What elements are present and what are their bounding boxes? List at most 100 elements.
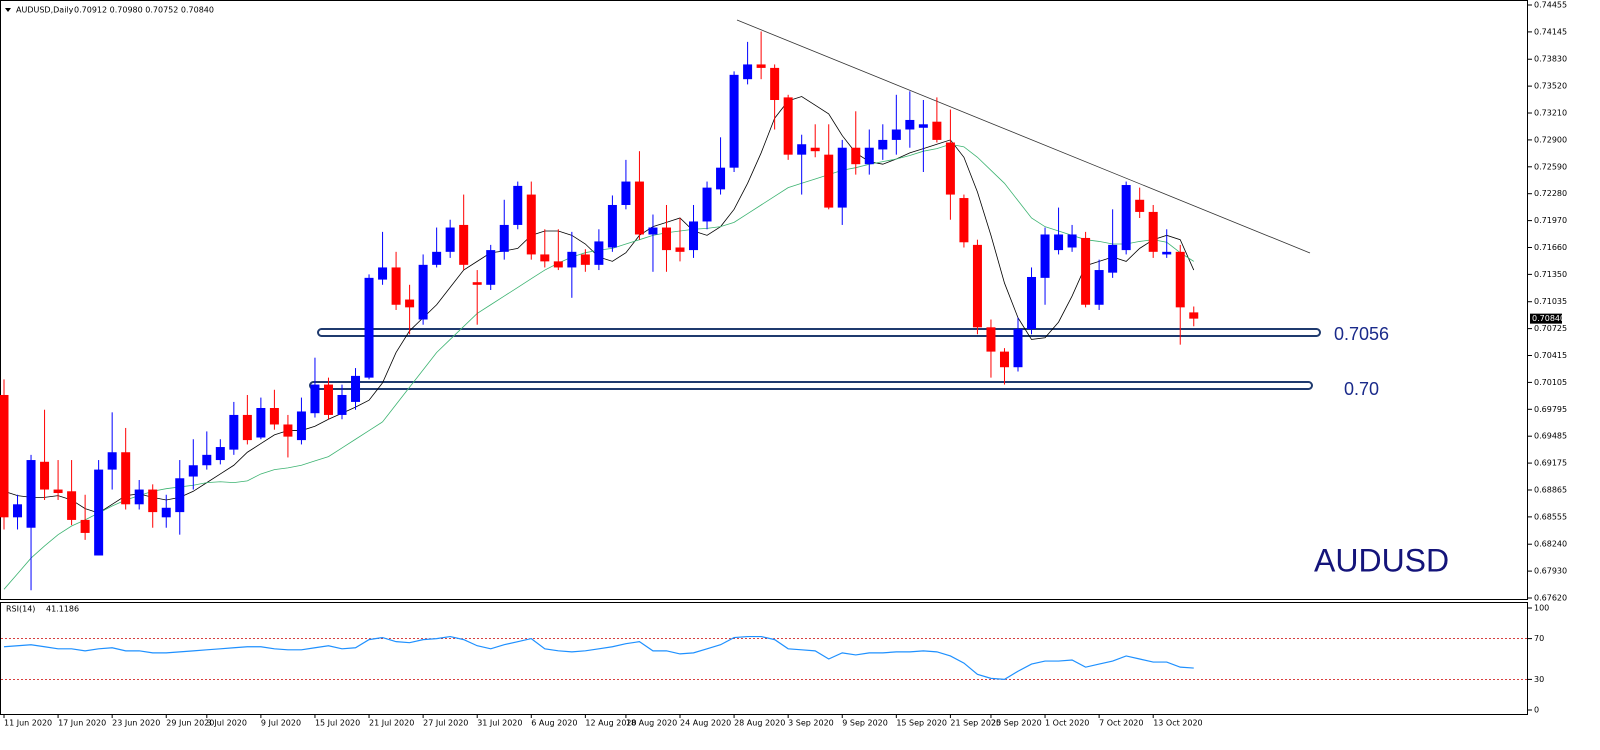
y-tick-label: 0.70725 <box>1534 324 1567 333</box>
candle-body <box>242 414 252 441</box>
candle-body <box>134 489 144 505</box>
candle-body <box>648 227 658 235</box>
candle-body <box>851 147 861 165</box>
candle-body <box>445 227 455 252</box>
candle-body <box>837 147 847 208</box>
x-tick-label: 11 Jun 2020 <box>4 719 52 728</box>
support-zone <box>317 328 1321 337</box>
candle-body <box>351 375 361 402</box>
x-tick-label: 25 Sep 2020 <box>991 719 1042 728</box>
candle-body <box>702 187 712 222</box>
candle-body <box>323 384 333 415</box>
rsi-last-value: 41.1186 <box>46 605 79 614</box>
candle-body <box>296 411 306 441</box>
candle-body <box>621 181 631 205</box>
annotation: 0.7056 <box>1334 324 1389 344</box>
candle-body <box>783 97 793 155</box>
candle-body <box>999 351 1009 368</box>
annotation: AUDUSD <box>1314 542 1449 578</box>
candle-body <box>824 154 834 208</box>
candle-body <box>810 147 820 152</box>
candle-body <box>229 414 239 450</box>
rsi-title: RSI(14) <box>6 605 35 614</box>
candle-body <box>689 221 699 251</box>
candle-body <box>513 185 523 225</box>
candle-body <box>94 469 104 556</box>
candle-body <box>716 167 726 190</box>
y-tick-label: 0.73210 <box>1534 109 1567 118</box>
candle-body <box>13 504 23 518</box>
y-tick-label: 0.68865 <box>1534 485 1567 494</box>
candle-body <box>905 119 915 130</box>
candle-body <box>729 74 739 168</box>
y-tick-label: 0.71660 <box>1534 243 1567 252</box>
candle-body <box>945 142 955 195</box>
candle-body <box>486 250 496 285</box>
y-tick-label: 0.70415 <box>1534 351 1567 360</box>
x-tick-label: 18 Aug 2020 <box>626 719 677 728</box>
x-tick-label: 6 Aug 2020 <box>531 719 577 728</box>
trend-line <box>736 19 1311 254</box>
y-tick-label: 0.71970 <box>1534 216 1567 225</box>
y-tick-label: 0.74145 <box>1534 27 1567 36</box>
candle-body <box>107 452 117 470</box>
x-tick-label: 9 Sep 2020 <box>842 719 888 728</box>
y-tick-label: 0.69795 <box>1534 405 1567 414</box>
x-tick-label: 12 Aug 2020 <box>585 719 636 728</box>
x-tick-label: 21 Jul 2020 <box>369 719 414 728</box>
x-tick-label: 27 Jul 2020 <box>423 719 468 728</box>
candle-body <box>634 181 644 235</box>
candle-body <box>756 64 766 68</box>
ohlc-label: 0.70912 0.70980 0.70752 0.70840 <box>74 6 214 15</box>
candle-body <box>26 460 36 528</box>
y-tick-label: 0.69485 <box>1534 432 1567 441</box>
candle-body <box>459 224 469 265</box>
y-tick-label: 0.73830 <box>1534 55 1567 64</box>
y-tick-label: 0.72590 <box>1534 162 1567 171</box>
x-tick-label: 23 Jun 2020 <box>112 719 160 728</box>
price-panel <box>0 0 1528 600</box>
candle-body <box>797 144 807 155</box>
y-tick-label: 0.72280 <box>1534 189 1567 198</box>
candle-body <box>378 267 388 280</box>
candle-body <box>959 198 969 243</box>
x-tick-label: 31 Jul 2020 <box>477 719 522 728</box>
candle-body <box>1094 270 1104 305</box>
x-tick-label: 1 Oct 2020 <box>1045 719 1089 728</box>
candle-body <box>215 447 225 461</box>
candle-body <box>675 247 685 252</box>
candle-body <box>337 394 347 415</box>
candle-body <box>391 267 401 305</box>
candle-body <box>1067 234 1077 248</box>
x-tick-label: 13 Oct 2020 <box>1153 719 1202 728</box>
candle-body <box>1121 185 1131 251</box>
x-tick-label: 7 Oct 2020 <box>1099 719 1143 728</box>
candle-body <box>891 129 901 140</box>
candle-body <box>499 224 509 252</box>
candle-body <box>1175 251 1185 308</box>
y-tick-label: 70 <box>1534 634 1544 643</box>
candle-body <box>878 139 888 150</box>
candle-body <box>1108 244 1118 273</box>
candle-body <box>864 147 874 165</box>
candle-body <box>40 461 50 490</box>
candle-body <box>67 491 77 520</box>
y-tick-label: 0.67930 <box>1534 567 1567 576</box>
candle-body <box>972 244 982 328</box>
candle-body <box>161 507 171 518</box>
x-tick-label: 28 Aug 2020 <box>734 719 785 728</box>
support-zone <box>309 381 1313 390</box>
candle-body <box>580 254 590 265</box>
candle-body <box>283 424 293 437</box>
candle-body <box>472 282 482 285</box>
candle-body <box>567 251 577 268</box>
candle-body <box>175 478 185 513</box>
candle-body <box>1027 276 1037 330</box>
candle-body <box>1148 211 1158 252</box>
y-tick-label: 100 <box>1534 604 1549 613</box>
candle-body <box>405 299 415 308</box>
candle-body <box>310 384 320 414</box>
candle-body <box>269 407 279 425</box>
candle-body <box>1135 199 1145 212</box>
